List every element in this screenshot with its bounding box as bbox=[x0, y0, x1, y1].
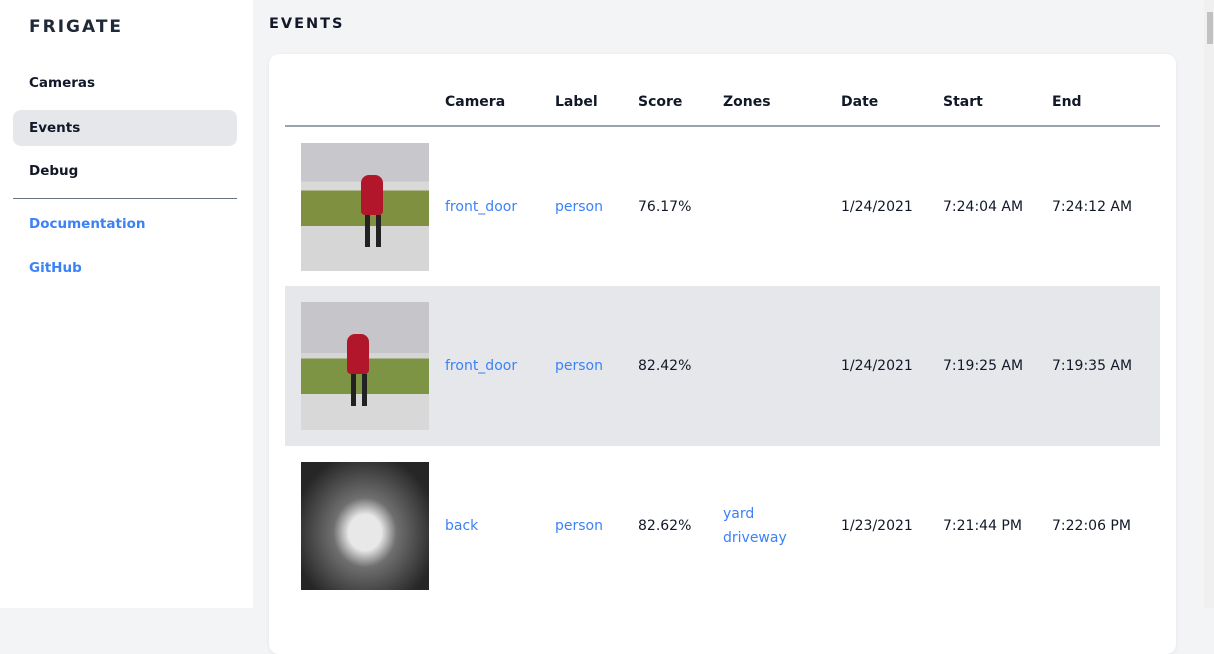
header-thumbnail bbox=[285, 78, 445, 127]
zone-link[interactable]: yard bbox=[723, 506, 755, 522]
end-time: 7:19:35 AM bbox=[1052, 286, 1160, 446]
camera-link[interactable]: back bbox=[445, 518, 479, 534]
page-title: EVENTS bbox=[269, 16, 345, 32]
event-thumbnail[interactable] bbox=[301, 462, 429, 590]
header-label: Label bbox=[555, 78, 638, 127]
header-date: Date bbox=[841, 78, 943, 127]
table-row[interactable]: back person 82.62% yard driveway 1/23/20… bbox=[285, 446, 1160, 606]
date: 1/24/2021 bbox=[841, 198, 913, 215]
date: 1/23/2021 bbox=[841, 518, 913, 534]
event-thumbnail[interactable] bbox=[301, 302, 429, 430]
score: 76.17% bbox=[638, 198, 692, 215]
header-end: End bbox=[1052, 78, 1160, 127]
sidebar: FRIGATE Cameras Events Debug Documentati… bbox=[0, 0, 253, 608]
sidebar-item-events[interactable]: Events bbox=[13, 110, 237, 146]
zones bbox=[723, 126, 841, 286]
header-zones: Zones bbox=[723, 78, 841, 127]
table-row[interactable]: front_door person 82.42% 1/24/2021 7:19:… bbox=[285, 286, 1160, 446]
sidebar-item-debug[interactable]: Debug bbox=[29, 163, 79, 179]
header-camera: Camera bbox=[445, 78, 555, 127]
header-score: Score bbox=[638, 78, 723, 127]
scrollbar-thumb[interactable] bbox=[1207, 12, 1213, 44]
start-time: 7:21:44 PM bbox=[943, 518, 1022, 534]
date: 1/24/2021 bbox=[841, 286, 943, 446]
table-row[interactable]: front_door person 76.17% 1/24/2021 7:24:… bbox=[285, 126, 1160, 286]
zone-link[interactable]: driveway bbox=[723, 530, 787, 546]
label-link[interactable]: person bbox=[555, 198, 603, 215]
end-time: 7:22:06 PM bbox=[1052, 518, 1131, 534]
start-time: 7:24:04 AM bbox=[943, 198, 1024, 215]
table-header: Camera Label Score Zones Date Start End bbox=[285, 78, 1160, 127]
score: 82.42% bbox=[638, 286, 723, 446]
header-start: Start bbox=[943, 78, 1052, 127]
camera-link[interactable]: front_door bbox=[445, 286, 555, 446]
sidebar-item-cameras[interactable]: Cameras bbox=[29, 75, 96, 91]
sidebar-link-documentation[interactable]: Documentation bbox=[29, 216, 146, 232]
zones: yard driveway bbox=[723, 446, 841, 606]
camera-link[interactable]: front_door bbox=[445, 198, 518, 215]
label-link[interactable]: person bbox=[555, 518, 603, 534]
zones bbox=[723, 286, 841, 446]
scrollbar[interactable] bbox=[1204, 0, 1214, 608]
sidebar-link-github[interactable]: GitHub bbox=[29, 260, 82, 276]
event-thumbnail[interactable] bbox=[301, 142, 429, 271]
start-time: 7:19:25 AM bbox=[943, 286, 1052, 446]
brand-logo: FRIGATE bbox=[29, 17, 124, 37]
sidebar-divider bbox=[13, 198, 237, 199]
label-link[interactable]: person bbox=[555, 286, 638, 446]
end-time: 7:24:12 AM bbox=[1052, 198, 1133, 215]
events-table: Camera Label Score Zones Date Start End … bbox=[285, 78, 1160, 606]
events-card: Camera Label Score Zones Date Start End … bbox=[269, 54, 1176, 654]
score: 82.62% bbox=[638, 518, 692, 534]
